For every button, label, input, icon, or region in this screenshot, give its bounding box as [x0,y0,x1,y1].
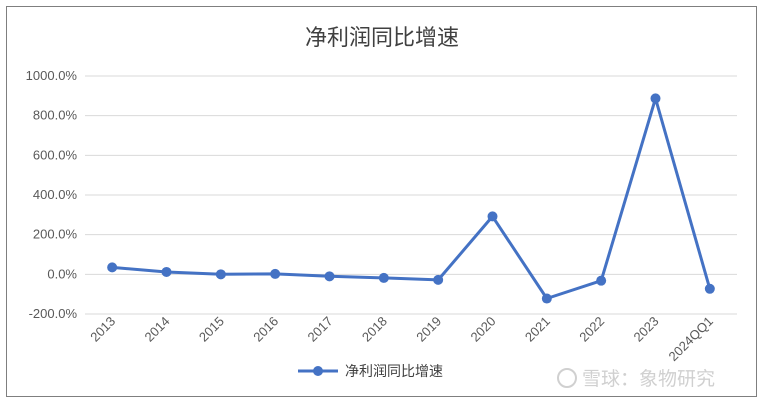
y-tick-label: 800.0% [33,108,78,123]
watermark-logo-icon [557,368,577,388]
x-tick-label: 2019 [413,314,444,345]
data-point [650,93,661,104]
data-point [270,268,281,279]
legend-marker [313,366,323,376]
x-axis: 2013 2014 2015 2016 2017 2018 2019 2020 2021 2022… [87,314,716,364]
y-tick-label: 1000.0% [26,68,78,83]
series-line [112,96,712,300]
watermark: 雪球：象物研究 [557,368,715,390]
x-tick-label: 2020 [468,314,499,345]
data-point [161,266,172,277]
x-tick-label: 2018 [359,314,390,345]
gridlines [85,75,737,315]
x-tick-label: 2023 [631,314,662,345]
x-tick-label: 2022 [576,314,607,345]
x-tick-label: 2021 [522,314,553,345]
x-tick-label: 2024QQ1 [665,314,715,364]
data-point [541,293,552,304]
x-tick-label: 2015 [196,314,227,345]
data-point [215,269,226,280]
x-tick-label: 2013 [87,314,118,345]
legend: 净利润同比增速 [298,364,443,380]
y-axis: 1000.0% 800.0% 600.0% 400.0% 200.0% 0.0% -200.… [26,68,78,321]
y-tick-label: -200.0% [29,306,78,321]
data-point [596,275,607,286]
y-tick-label: 0.0% [47,266,77,281]
data-point [324,271,335,282]
x-tick-label: 2016 [250,314,281,345]
y-tick-label: 400.0% [33,187,78,202]
data-point [107,262,118,273]
chart-frame [6,6,757,397]
data-point [487,211,498,222]
y-tick-label: 200.0% [33,227,78,242]
legend-label: 净利润同比增速 [345,364,443,380]
series-layer [107,93,715,304]
data-point [378,272,389,283]
watermark-text: 雪球：象物研究 [582,368,715,390]
x-tick-label: 2014 [142,314,173,345]
data-point [704,283,715,294]
x-tick-label: 2017 [305,314,336,345]
data-point [433,274,444,285]
y-tick-label: 600.0% [33,147,78,162]
chart-title: 净利润同比增速 [305,26,459,51]
